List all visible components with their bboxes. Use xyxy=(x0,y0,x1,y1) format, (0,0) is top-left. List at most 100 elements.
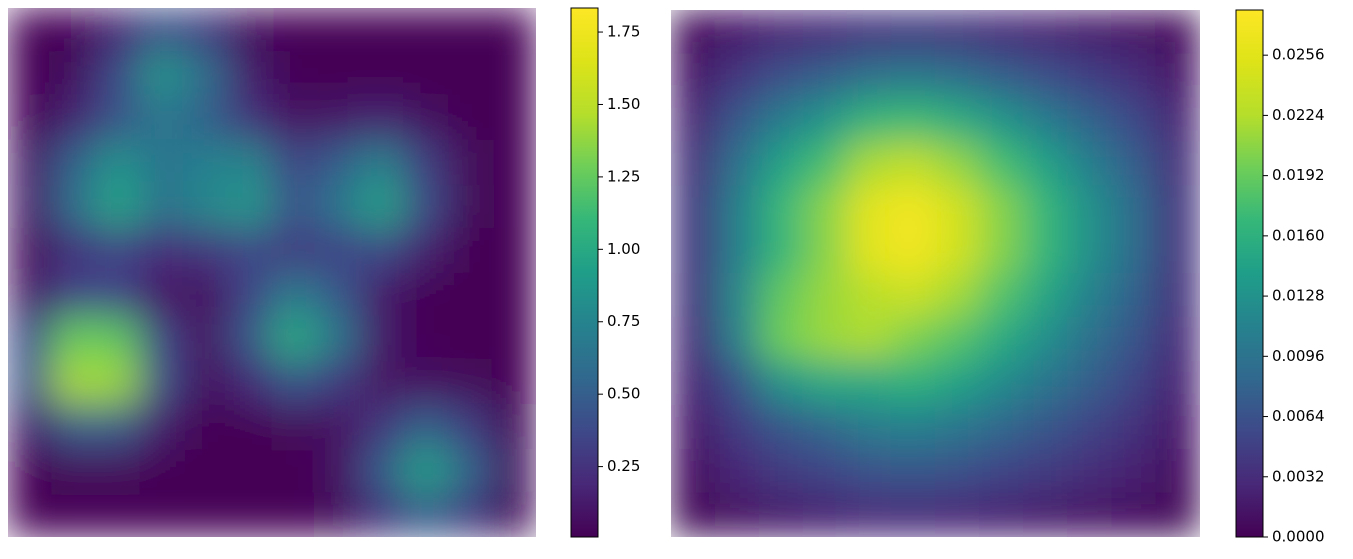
heatmap-cell xyxy=(1155,229,1200,274)
heatmap-cell xyxy=(758,141,804,187)
heatmap-cell xyxy=(714,97,760,143)
heatmap-cell xyxy=(846,229,892,274)
heatmap-cell xyxy=(491,51,536,97)
heatmap-cell xyxy=(359,360,405,406)
colorbar-tick-label: 0.0000 xyxy=(1272,528,1325,546)
heatmap-cell xyxy=(447,139,493,185)
colorbar-tick-label: 1.00 xyxy=(607,240,640,258)
heatmap-cell xyxy=(491,404,536,450)
heatmap-cell xyxy=(183,139,229,185)
heatmap-cell xyxy=(1111,53,1157,99)
heatmap-cell xyxy=(758,97,804,143)
heatmap-cell xyxy=(1111,448,1157,494)
heatmap-cell xyxy=(95,183,141,229)
heatmap-cell xyxy=(758,229,804,274)
heatmap-cell xyxy=(95,272,141,318)
heatmap-cell xyxy=(95,360,141,406)
heatmap-cell xyxy=(315,272,361,318)
heatmap-cell xyxy=(403,360,449,406)
heatmap-cell xyxy=(139,448,185,494)
heatmap-cell xyxy=(491,448,536,494)
heatmap-cell xyxy=(139,227,185,273)
heatmap-cell xyxy=(846,97,892,143)
heatmap-cell xyxy=(1155,360,1200,406)
heatmap-cell xyxy=(1111,492,1157,537)
heatmap-cell xyxy=(183,8,229,53)
heatmap-cell xyxy=(271,183,317,229)
colorbar-tick-label: 1.25 xyxy=(607,167,640,185)
heatmap-cell xyxy=(1111,229,1157,274)
heatmap-cell xyxy=(8,95,53,141)
heatmap-cell xyxy=(890,448,936,494)
heatmap-cell xyxy=(1111,10,1157,55)
heatmap-cell xyxy=(403,316,449,362)
heatmap-cell xyxy=(1023,97,1069,143)
heatmap-cell xyxy=(935,492,981,537)
colorbar-tick-label: 0.0128 xyxy=(1272,287,1325,305)
heatmap-cell xyxy=(846,448,892,494)
heatmap-cell xyxy=(890,273,936,318)
heatmap-cell xyxy=(802,404,848,450)
heatmap-cell xyxy=(979,10,1025,55)
heatmap-cell xyxy=(271,8,317,53)
heatmap-cell xyxy=(51,227,97,273)
heatmap-cells xyxy=(671,10,1200,537)
heatmap-cell xyxy=(1111,404,1157,450)
heatmap-cell xyxy=(183,360,229,406)
heatmap-cell xyxy=(979,492,1025,537)
heatmap-cell xyxy=(1067,316,1113,362)
heatmap-cell xyxy=(359,316,405,362)
heatmap-cell xyxy=(935,10,981,55)
heatmap-cell xyxy=(758,273,804,318)
heatmap-cell xyxy=(802,360,848,406)
heatmap-cell xyxy=(671,273,716,318)
heatmap-cell xyxy=(359,8,405,53)
heatmap-cell xyxy=(51,183,97,229)
heatmap-cell xyxy=(890,141,936,187)
heatmap-cell xyxy=(271,95,317,141)
heatmap-cell xyxy=(183,183,229,229)
heatmap-cell xyxy=(8,404,53,450)
heatmap-cell xyxy=(1155,185,1200,231)
heatmap-cell xyxy=(447,316,493,362)
heatmap-cell xyxy=(95,448,141,494)
heatmap-cell xyxy=(447,227,493,273)
heatmap-cell xyxy=(359,404,405,450)
colorbar-tick-label: 0.0160 xyxy=(1272,226,1325,244)
heatmap-cell xyxy=(447,51,493,97)
heatmap-cell xyxy=(890,404,936,450)
heatmap-cell xyxy=(227,492,273,537)
heatmap-cell xyxy=(1023,448,1069,494)
heatmap-cell xyxy=(846,404,892,450)
heatmap-cell xyxy=(671,404,716,450)
heatmap-cell xyxy=(403,8,449,53)
heatmap-cell xyxy=(315,8,361,53)
heatmap-cell xyxy=(51,360,97,406)
heatmap-cell xyxy=(671,185,716,231)
heatmap-cell xyxy=(227,404,273,450)
heatmap-cell xyxy=(802,273,848,318)
heatmap-cell xyxy=(183,448,229,494)
heatmap-cell xyxy=(846,10,892,55)
heatmap-cell xyxy=(758,492,804,537)
heatmap-cell xyxy=(491,8,536,53)
heatmap-cell xyxy=(315,183,361,229)
heatmap-cell xyxy=(183,272,229,318)
heatmap-cell xyxy=(802,229,848,274)
heatmap-cell xyxy=(714,492,760,537)
heatmap-cell xyxy=(271,360,317,406)
heatmap-cell xyxy=(846,492,892,537)
colorbar-tick-label: 1.50 xyxy=(607,95,640,113)
heatmap-cell xyxy=(227,139,273,185)
heatmap-cell xyxy=(1023,10,1069,55)
heatmap-cell xyxy=(1067,229,1113,274)
heatmap-cell xyxy=(714,273,760,318)
heatmap-cell xyxy=(1067,273,1113,318)
heatmap-cell xyxy=(1155,10,1200,55)
heatmap-cell xyxy=(227,360,273,406)
heatmap-cell xyxy=(1023,316,1069,362)
heatmap-cell xyxy=(1111,141,1157,187)
heatmap-cell xyxy=(491,360,536,406)
heatmap-cell xyxy=(979,97,1025,143)
